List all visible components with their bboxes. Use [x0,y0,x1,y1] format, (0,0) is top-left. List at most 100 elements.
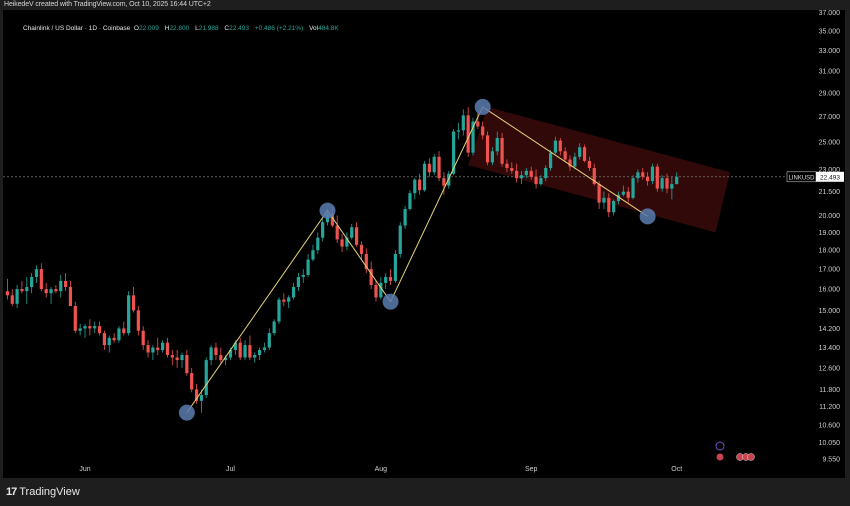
candle [224,357,228,361]
candle [161,342,165,351]
candle [248,345,252,358]
candle [505,163,509,168]
candle [549,152,553,168]
candle [369,269,373,285]
candle [519,175,524,179]
candle [306,259,310,275]
candle [418,179,422,191]
close-value: 22.493 [229,25,250,32]
candle [291,287,296,298]
price-axis-label: 25.000 [819,139,841,146]
price-axis-label: 27.000 [819,114,841,121]
candle [539,178,543,185]
chart-area[interactable]: Chainlink / US Dollar · 1D · Coinbase O2… [3,10,845,478]
candle [437,156,441,179]
open-value: 22.009 [138,25,159,32]
pivot-marker[interactable] [639,208,656,225]
price-axis-label: 11.200 [819,404,840,411]
candle [616,194,621,201]
candle [54,289,58,292]
price-axis-label: 29.000 [819,91,841,98]
change-value: +0.486 (+2.21%) [254,25,304,32]
candle [301,274,305,277]
candle [379,282,383,298]
candle [180,355,184,361]
candle [122,328,126,334]
candle [243,345,247,358]
candle [282,299,286,302]
candle [646,176,650,182]
candle [660,178,664,189]
candle [253,355,257,358]
price-axis-label: 16.000 [819,287,841,294]
candle [127,295,131,334]
candle [350,227,354,238]
candle [170,355,174,358]
candle [175,357,179,361]
candle [102,333,106,346]
pivot-marker[interactable] [382,293,399,310]
price-axis-label: 19.000 [819,230,841,237]
pivot-marker[interactable] [319,202,336,219]
candle [190,373,194,390]
candle [558,140,562,152]
candle [44,289,48,294]
price-axis-label: 33.000 [819,48,841,55]
candle [612,200,616,213]
candle [432,156,436,173]
candle [117,328,121,341]
symbol-title: Chainlink / US Dollar · 1D · Coinbase [23,25,131,32]
candle [335,225,339,240]
candle [316,237,320,251]
price-axis-label: 17.000 [819,267,841,274]
candle [78,328,82,331]
candle [330,213,334,226]
svg-text:22.493: 22.493 [820,174,840,181]
parallel-channel[interactable] [468,106,731,233]
price-axis-label: 18.000 [819,248,841,255]
candle [422,163,427,191]
volume-value: 484.8K [318,25,339,32]
pivot-marker[interactable] [474,98,491,115]
last-price-tag [816,171,844,182]
time-axis-label: Aug [375,466,388,473]
candle [214,347,218,356]
candle [321,222,325,238]
candle [631,178,635,198]
candle [636,172,640,179]
candle [597,184,601,203]
chart-credit: HeikedeV created with TradingView.com, O… [4,1,211,8]
candle [34,269,39,277]
candle [403,208,407,226]
candle [563,151,567,160]
candle [59,280,63,292]
price-axis-label: 9.550 [822,457,840,464]
earnings-event-icon[interactable] [715,441,725,451]
time-axis-label: Sep [525,466,538,473]
candle [495,138,499,152]
candle [204,360,208,396]
candle [544,167,548,179]
candle [626,191,630,198]
price-axis-label: 35.000 [819,29,841,36]
candle [15,289,19,304]
us-flag-event-icon[interactable] [716,453,724,461]
candle [209,347,213,361]
time-axis-label: Jun [79,466,90,473]
candle [461,115,465,131]
candle [427,163,431,173]
candle [490,151,494,163]
candle [553,140,558,153]
pivot-marker[interactable] [178,404,195,421]
candle [141,330,145,346]
candle [481,126,485,136]
candle [296,276,300,288]
candle [641,172,645,177]
candle [262,347,267,351]
candle [88,326,92,329]
candle [374,284,378,298]
time-axis-label: Jul [226,466,235,473]
candle [272,321,276,334]
us-flag-event-icon[interactable] [747,453,755,461]
